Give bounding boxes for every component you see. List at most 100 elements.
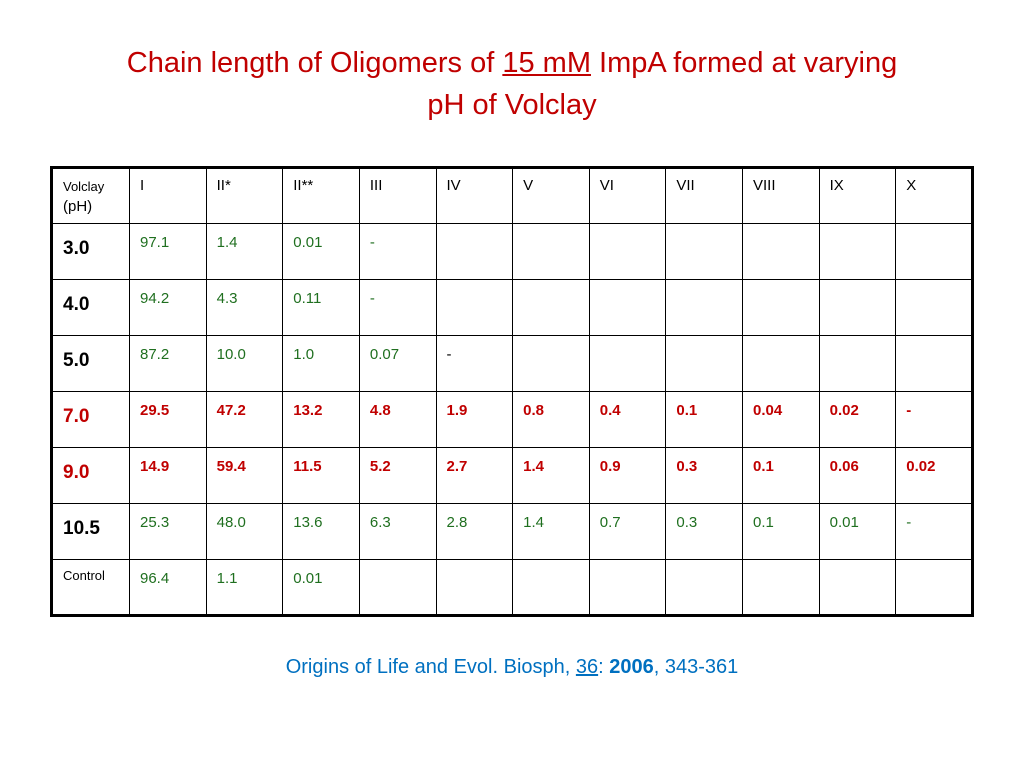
value-cell: 96.4 [129, 559, 207, 616]
value-cell: 1.4 [512, 447, 590, 504]
column-header: VIII [742, 167, 820, 224]
value-cell [818, 223, 897, 280]
column-header: V [512, 167, 590, 224]
value-cell [512, 223, 590, 280]
value-cell [665, 559, 743, 616]
value-cell [665, 223, 743, 280]
value-cell: 59.4 [205, 447, 284, 504]
value-cell [742, 559, 820, 616]
value-cell: 29.5 [129, 391, 207, 448]
column-header: III [358, 167, 437, 224]
corner-label-ph: (pH) [63, 198, 93, 215]
value-cell: - [358, 279, 437, 336]
value-cell: 25.3 [129, 503, 207, 560]
value-cell: - [435, 335, 514, 392]
value-cell: 2.8 [435, 503, 514, 560]
value-cell [512, 559, 590, 616]
citation-journal: Origins of Life and Evol. Biosph, [285, 656, 576, 678]
value-cell: 6.3 [358, 503, 437, 560]
value-cell: 0.02 [895, 447, 973, 504]
value-cell [588, 335, 667, 392]
value-cell [895, 223, 973, 280]
value-cell [742, 223, 820, 280]
value-cell [665, 335, 743, 392]
value-cell [895, 279, 973, 336]
value-cell [435, 279, 514, 336]
value-cell [358, 559, 437, 616]
value-cell: 0.02 [818, 391, 897, 448]
value-cell: 0.11 [282, 279, 360, 336]
column-header: II** [282, 167, 360, 224]
column-header: II* [205, 167, 284, 224]
citation-separator: : [598, 656, 610, 678]
citation-volume: 36 [575, 656, 599, 678]
value-cell [742, 335, 820, 392]
value-cell [665, 279, 743, 336]
value-cell [588, 279, 667, 336]
value-cell: 13.2 [282, 391, 360, 448]
corner-header-cell: Volclay (pH) [51, 167, 130, 224]
value-cell: 5.2 [358, 447, 437, 504]
value-cell [435, 223, 514, 280]
table-row: 5.0 87.2 10.0 1.0 0.07 - [51, 335, 973, 392]
slide-title: Chain length of Oligomers of 15 mM ImpA … [40, 42, 984, 126]
column-header: IX [818, 167, 897, 224]
value-cell: 1.1 [205, 559, 284, 616]
value-cell: 14.9 [129, 447, 207, 504]
value-cell [588, 223, 667, 280]
oligomer-table: Volclay (pH) I II* II** III IV V VI VII … [50, 166, 974, 617]
value-cell [895, 335, 973, 392]
value-cell: 0.7 [588, 503, 667, 560]
value-cell: 0.01 [282, 559, 360, 616]
value-cell: 4.3 [205, 279, 284, 336]
value-cell: 1.0 [282, 335, 360, 392]
value-cell [742, 279, 820, 336]
column-header: I [129, 167, 207, 224]
citation-year: 2006 [609, 656, 654, 678]
value-cell: - [895, 503, 973, 560]
value-cell: 0.01 [818, 503, 897, 560]
value-cell [512, 335, 590, 392]
table-row: 4.0 94.2 4.3 0.11 - [51, 279, 973, 336]
value-cell [588, 559, 667, 616]
value-cell: 0.4 [588, 391, 667, 448]
column-header: X [895, 167, 973, 224]
table-row: 3.0 97.1 1.4 0.01 - [51, 223, 973, 280]
value-cell [512, 279, 590, 336]
ph-cell: 5.0 [51, 335, 130, 392]
value-cell: 1.4 [512, 503, 590, 560]
value-cell: 0.3 [665, 503, 743, 560]
title-concentration: 15 mM [502, 47, 591, 79]
citation-pages: , 343-361 [653, 656, 739, 678]
value-cell: 97.1 [129, 223, 207, 280]
value-cell: 1.9 [435, 391, 514, 448]
value-cell [818, 279, 897, 336]
title-prefix: Chain length of Oligomers of [126, 47, 503, 79]
column-header: IV [435, 167, 514, 224]
value-cell: 0.04 [742, 391, 820, 448]
ph-cell: 4.0 [51, 279, 130, 336]
value-cell: 0.1 [742, 447, 820, 504]
value-cell: 0.3 [665, 447, 743, 504]
ph-cell: 9.0 [51, 447, 130, 504]
value-cell: 87.2 [129, 335, 207, 392]
citation: Origins of Life and Evol. Biosph, 36: 20… [0, 656, 1024, 679]
ph-cell-control: Control [51, 559, 130, 616]
column-header: VI [588, 167, 667, 224]
ph-cell: 3.0 [51, 223, 130, 280]
value-cell: 10.0 [205, 335, 284, 392]
value-cell: 4.8 [358, 391, 437, 448]
value-cell [818, 559, 897, 616]
table-row-highlighted: 9.0 14.9 59.4 11.5 5.2 2.7 1.4 0.9 0.3 0… [51, 447, 973, 504]
value-cell [895, 559, 973, 616]
title-suffix: ImpA formed at varying [590, 47, 898, 79]
corner-label-volclay: Volclay [63, 179, 105, 194]
table-header-row: Volclay (pH) I II* II** III IV V VI VII … [51, 167, 973, 224]
table-row-highlighted: 7.0 29.5 47.2 13.2 4.8 1.9 0.8 0.4 0.1 0… [51, 391, 973, 448]
title-line2: pH of Volclay [427, 89, 597, 121]
ph-cell: 10.5 [51, 503, 130, 560]
value-cell: 0.1 [665, 391, 743, 448]
table-row: 10.5 25.3 48.0 13.6 6.3 2.8 1.4 0.7 0.3 … [51, 503, 973, 560]
value-cell: 94.2 [129, 279, 207, 336]
